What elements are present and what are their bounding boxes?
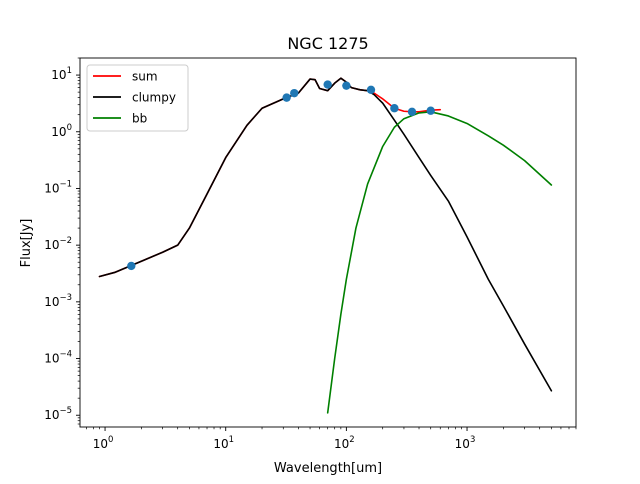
legend: sum clumpy bb [86, 64, 189, 132]
y-tick-label: 10−1 [44, 179, 72, 195]
data-point [407, 107, 417, 116]
data-point [127, 261, 136, 271]
legend-box [86, 64, 189, 132]
data-points [127, 80, 435, 271]
x-tick-label: 101 [213, 435, 234, 451]
data-point [366, 85, 376, 94]
y-tick-label: 10−3 [44, 293, 72, 309]
y-tick-label: 10−5 [44, 406, 72, 422]
x-tick-label: 102 [334, 435, 355, 451]
data-point [426, 106, 435, 115]
data-point [290, 88, 299, 98]
series-line-bb [326, 110, 553, 414]
series-line-clumpy [98, 77, 553, 392]
data-point [323, 80, 332, 89]
y-tick-label: 10−4 [44, 350, 72, 366]
data-point [390, 104, 399, 113]
chart-title: NGC 1275 [287, 34, 368, 53]
x-axis: 100 101 102 103 [86, 427, 577, 451]
legend-label-bb: bb [132, 112, 147, 126]
legend-label-sum: sum [132, 70, 158, 84]
x-tick-label: 100 [93, 435, 114, 451]
y-tick-label: 101 [51, 66, 72, 82]
data-point [282, 93, 291, 102]
x-axis-label: Wavelength[um] [274, 461, 382, 476]
legend-label-clumpy: clumpy [132, 91, 176, 105]
x-tick-label: 103 [455, 435, 476, 451]
y-axis-label: Flux[Jy] [19, 219, 34, 268]
data-point [342, 81, 351, 90]
y-axis: 10−5 10−4 10−3 10−2 10−1 100 101 [44, 57, 80, 425]
y-tick-label: 10−2 [44, 236, 72, 252]
y-tick-label: 100 [51, 123, 72, 139]
